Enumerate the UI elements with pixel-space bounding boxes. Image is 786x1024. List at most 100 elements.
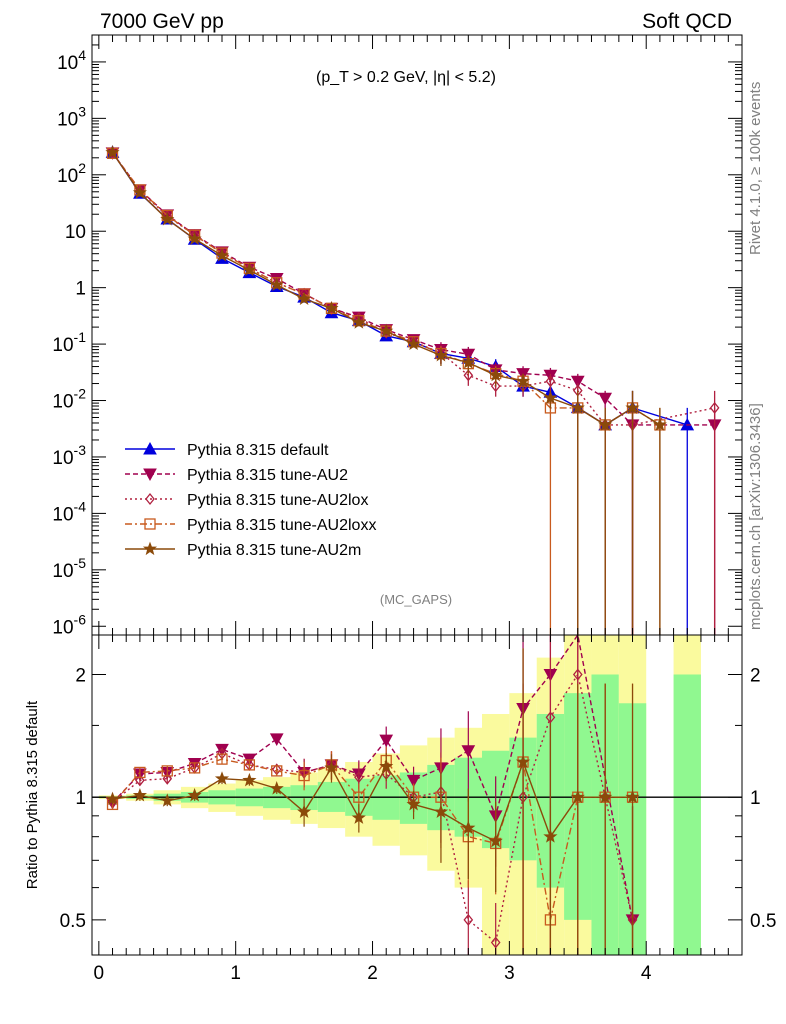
series-2	[107, 146, 720, 635]
data-point	[351, 315, 366, 329]
data-point	[545, 375, 556, 388]
ratio-line	[112, 672, 634, 944]
y-tick-label: 10-5	[52, 555, 86, 582]
legend-label: Pythia 8.315 tune-AU2	[187, 467, 348, 484]
header-right-label: Soft QCD	[642, 10, 732, 33]
ratio-point	[353, 791, 365, 803]
legend-marker	[142, 541, 158, 556]
ratio-point	[105, 791, 120, 805]
x-tick-label: 2	[367, 963, 378, 984]
ratio-point	[351, 810, 366, 824]
ratio-point	[545, 711, 556, 724]
ratio-point	[132, 787, 147, 802]
series-4	[105, 145, 667, 635]
y-tick-label: 10-4	[52, 498, 86, 525]
y-tick-label: 10-3	[52, 442, 86, 469]
main-panel: 10-6 10-5 10-4 10-3 10-2 10-1 1 10 102 103 104	[52, 34, 743, 638]
ratio-point	[269, 733, 284, 746]
legend-label: Pythia 8.315 tune-AU2lox	[187, 492, 368, 509]
ratio-point	[161, 765, 173, 777]
y-tick-label: 1	[75, 279, 86, 300]
ratio-point	[162, 772, 173, 785]
header-left-label: 7000 GeV pp	[100, 10, 224, 33]
data-point	[324, 300, 339, 315]
data-point	[652, 417, 667, 431]
data-point	[463, 369, 474, 382]
legend-marker	[145, 492, 155, 506]
ratio-y-tick-label: 1	[75, 788, 86, 809]
y-tick-label: 102	[57, 160, 86, 187]
ratio-point	[598, 789, 613, 804]
data-point	[461, 348, 476, 362]
legend-label: Pythia 8.315 tune-AU2loxx	[187, 517, 376, 534]
y-tick-label: 10-6	[52, 611, 86, 638]
ratio-point	[271, 765, 283, 777]
ratio-point	[461, 745, 476, 758]
x-tick-label: 3	[504, 963, 515, 984]
ratio-y-tick-label: 0.5	[60, 911, 86, 932]
data-point	[570, 400, 585, 414]
watermark-label: (MC_GAPS)	[380, 592, 452, 607]
y-tick-label: 103	[57, 103, 86, 130]
ratio-point	[242, 772, 257, 787]
ratio-point	[490, 936, 501, 949]
data-point	[269, 277, 284, 291]
series-line	[111, 152, 715, 426]
legend-marker	[143, 468, 157, 482]
x-tick-label: 0	[94, 963, 105, 984]
data-point	[242, 262, 257, 277]
data-point	[406, 336, 421, 351]
data-point	[214, 248, 230, 262]
data-point	[105, 145, 120, 159]
series-1	[105, 147, 722, 635]
data-point	[709, 401, 720, 414]
ratio-point	[488, 833, 503, 848]
data-point	[433, 347, 449, 362]
ratio-point	[324, 760, 339, 774]
ratio-point	[354, 771, 364, 784]
legend-label: Pythia 8.315 tune-AU2m	[187, 542, 361, 559]
data-point	[515, 373, 531, 388]
ratio-frame	[91, 634, 743, 956]
ratio-point	[463, 913, 474, 926]
data-point	[625, 400, 640, 414]
ratio-point	[379, 758, 394, 773]
y-tick-label: 104	[57, 47, 86, 74]
data-point	[461, 355, 476, 369]
ratio-point	[214, 771, 230, 785]
data-point	[488, 367, 503, 382]
ratio-point	[543, 829, 558, 843]
ratio-point	[135, 774, 145, 787]
ratio-point	[570, 789, 585, 804]
y-tick-label: 10	[65, 222, 86, 243]
side-label-rivet: Rivet 4.1.0, ≥ 100k events	[747, 82, 764, 255]
x-tick-label: 4	[641, 963, 652, 984]
ratio-point	[160, 793, 175, 807]
ratio-y-axis-label: Ratio to Pythia 8.315 default	[24, 700, 41, 889]
ratio-point	[625, 789, 640, 804]
ratio-point	[243, 759, 256, 771]
legend-label: Pythia 8.315 default	[187, 442, 329, 459]
data-point	[297, 291, 312, 305]
data-point	[379, 323, 394, 338]
series-line	[111, 152, 715, 426]
ratio-point	[269, 781, 284, 795]
ratio-point	[187, 787, 202, 802]
ratio-point	[572, 668, 583, 681]
cut-annotation: (p_T > 0.2 GeV, |η| < 5.2)	[316, 69, 496, 86]
legend-marker	[144, 518, 156, 530]
y-tick-label: 10-2	[52, 386, 86, 413]
data-point	[570, 375, 585, 389]
ratio-panel: 0.5 0.5 1 1 2 2 0 1 2 3 4	[60, 633, 776, 984]
ratio-point	[515, 754, 531, 768]
data-point	[160, 211, 175, 226]
data-point	[598, 392, 613, 406]
ratio-line	[112, 759, 633, 843]
uncertainty-band-green	[673, 674, 701, 955]
ratio-point	[433, 804, 449, 819]
data-point	[543, 390, 558, 404]
ratio-point	[188, 762, 201, 774]
ratio-point	[134, 766, 146, 779]
ratio-y-tick-label: 2	[75, 665, 86, 686]
